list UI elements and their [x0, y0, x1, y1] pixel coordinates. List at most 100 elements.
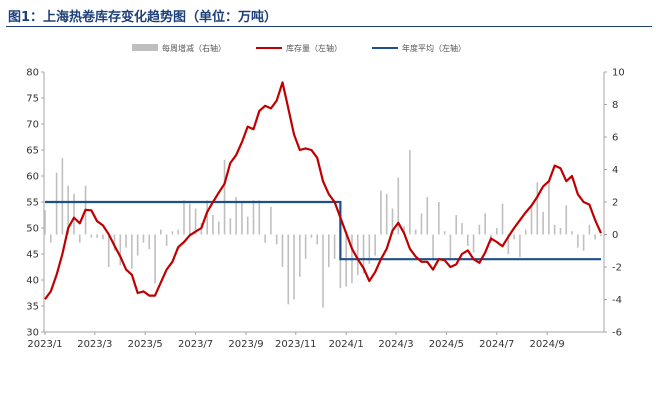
weekly-change-bar [67, 185, 69, 235]
weekly-change-bar [304, 234, 307, 259]
weekly-change-bar [327, 234, 330, 267]
left-tick-label: 80 [26, 68, 39, 79]
left-tick-label: 60 [26, 172, 39, 183]
weekly-change-bar [246, 216, 249, 235]
weekly-change-bar [391, 208, 394, 235]
x-tick-label: 2023/1 [27, 339, 62, 350]
x-tick-label: 2024/5 [429, 339, 464, 350]
weekly-change-bar [420, 213, 423, 235]
weekly-change-bar [270, 206, 272, 235]
weekly-change-bar [432, 234, 434, 261]
weekly-change-bar [356, 234, 359, 276]
weekly-change-bar [177, 229, 180, 235]
weekly-change-bar [316, 234, 319, 245]
weekly-change-bar [125, 234, 127, 248]
weekly-change-bar [524, 229, 527, 235]
weekly-change-bar [212, 215, 214, 235]
weekly-change-bar [241, 202, 243, 235]
weekly-change-bar [409, 150, 411, 235]
left-tick-label: 35 [26, 302, 39, 313]
weekly-change-bar [507, 234, 510, 254]
right-tick-label: -4 [612, 295, 622, 306]
weekly-change-bar [171, 231, 174, 235]
weekly-change-bar [148, 234, 151, 250]
left-tick-label: 55 [26, 198, 39, 209]
weekly-change-bar [455, 215, 458, 235]
weekly-change-bar [380, 190, 382, 235]
x-tick-label: 2023/7 [178, 339, 213, 350]
weekly-change-bar [90, 234, 93, 238]
annual-average-path [45, 200, 601, 261]
weekly-change-bar [426, 197, 429, 235]
weekly-change-bar [102, 234, 104, 240]
weekly-change-bar [484, 213, 486, 235]
weekly-change-bar [281, 234, 284, 267]
weekly-change-bar [287, 234, 290, 305]
weekly-change-bar [96, 234, 98, 238]
weekly-change-bar [55, 172, 58, 235]
weekly-change-bar [600, 234, 602, 237]
weekly-change-bars [44, 150, 602, 308]
weekly-change-bar [449, 234, 452, 261]
weekly-change-bar [194, 208, 197, 235]
weekly-change-bar [478, 224, 481, 235]
weekly-change-bar [374, 234, 376, 256]
weekly-change-bar [582, 234, 585, 251]
weekly-change-bar [368, 234, 371, 264]
x-tick-label: 2024/7 [479, 339, 514, 350]
weekly-change-bar [119, 234, 122, 266]
weekly-change-bar [588, 224, 591, 235]
x-tick-label: 2024/1 [329, 339, 364, 350]
weekly-change-bar [160, 229, 162, 235]
title-underline [6, 26, 652, 27]
left-tick-label: 65 [26, 146, 39, 157]
left-tick-label: 45 [26, 250, 39, 261]
left-tick-label: 40 [26, 276, 39, 287]
weekly-change-bar [594, 234, 597, 240]
weekly-change-bar [188, 203, 191, 235]
weekly-change-bar [183, 200, 185, 235]
weekly-change-bar [577, 234, 579, 248]
right-tick-label: 6 [612, 133, 618, 144]
weekly-change-bar [229, 218, 232, 235]
left-tick-label: 75 [26, 94, 39, 105]
weekly-change-bar [559, 228, 562, 235]
weekly-change-bar [443, 231, 446, 235]
x-tick-label: 2023/3 [77, 339, 112, 350]
right-tick-label: -2 [612, 263, 622, 274]
x-tick-label: 2023/5 [128, 339, 163, 350]
weekly-change-bar [501, 203, 504, 235]
weekly-change-bar [495, 228, 498, 235]
weekly-change-bar [49, 234, 52, 243]
legend-label: 年度平均（左轴） [402, 43, 466, 53]
weekly-change-bar [142, 234, 145, 243]
weekly-change-bar [78, 234, 81, 243]
weekly-change-bar [385, 193, 388, 235]
chart-title: 图1：上海热卷库存变化趋势图（单位：万吨） [8, 10, 278, 25]
weekly-change-bar [438, 202, 440, 235]
weekly-change-bar [339, 234, 342, 289]
right-tick-label: 4 [612, 165, 618, 176]
weekly-change-bar [258, 200, 261, 235]
inventory-path [44, 81, 603, 300]
weekly-change-bar [513, 234, 515, 240]
weekly-change-bar [542, 211, 544, 235]
weekly-change-bar [73, 193, 75, 235]
weekly-change-bar [322, 234, 324, 308]
weekly-change-bar [461, 223, 463, 235]
weekly-change-bar [310, 234, 313, 238]
x-tick-label: 2024/3 [378, 339, 413, 350]
right-tick-label: -6 [612, 328, 622, 339]
weekly-change-bar [553, 224, 556, 235]
weekly-change-bar [565, 205, 568, 235]
weekly-change-bar [206, 200, 208, 235]
legend-label: 库存量（左轴） [286, 43, 342, 53]
x-tick-label: 2024/9 [530, 339, 565, 350]
weekly-change-bar [530, 206, 533, 235]
right-tick-label: 2 [612, 198, 618, 209]
weekly-change-bar [472, 234, 475, 253]
weekly-change-bar [333, 234, 336, 259]
weekly-change-bar [345, 234, 347, 287]
weekly-change-bar [299, 234, 301, 277]
